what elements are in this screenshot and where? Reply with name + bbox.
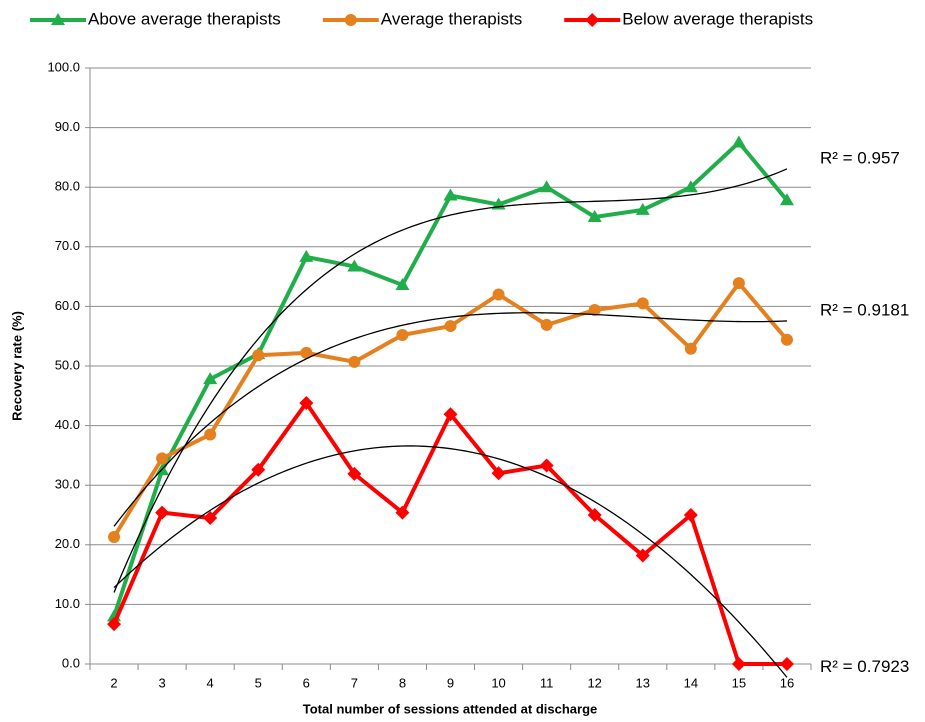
marker [587, 210, 602, 222]
marker [539, 458, 554, 473]
marker [51, 13, 65, 25]
y-tick-label: 20.0 [55, 536, 80, 551]
marker [636, 297, 649, 310]
marker [587, 508, 602, 522]
marker [347, 259, 362, 272]
legend-text: Above average therapists [88, 9, 281, 28]
r-squared-label: R² = 0.7923 [820, 657, 909, 676]
marker [732, 277, 745, 290]
marker [444, 320, 457, 333]
legend-text: Below average therapists [622, 9, 813, 28]
y-tick-label: 90.0 [55, 119, 80, 134]
trendline [113, 445, 788, 678]
x-tick-label: 10 [491, 675, 505, 690]
y-tick-label: 100.0 [47, 59, 80, 74]
y-tick-label: 80.0 [55, 179, 80, 194]
x-tick-label: 2 [110, 675, 117, 690]
trendline [113, 312, 787, 527]
y-tick-label: 0.0 [62, 655, 80, 670]
x-tick-label: 14 [684, 675, 698, 690]
y-tick-label: 70.0 [55, 238, 80, 253]
marker [299, 249, 314, 262]
r-squared-label: R² = 0.957 [820, 148, 900, 167]
y-tick-label: 40.0 [55, 417, 80, 432]
marker [300, 346, 313, 359]
marker [347, 466, 362, 481]
marker [635, 548, 650, 563]
marker [344, 14, 357, 26]
x-tick-label: 5 [255, 675, 262, 690]
marker [395, 277, 410, 290]
x-tick-label: 7 [351, 675, 358, 690]
marker [203, 510, 218, 525]
marker [491, 466, 506, 481]
x-tick-label: 15 [732, 675, 746, 690]
x-tick-label: 11 [540, 675, 554, 690]
marker [540, 318, 553, 331]
marker [395, 505, 410, 520]
y-axis-title: Recovery rate (%) [9, 311, 24, 421]
marker [635, 202, 650, 215]
r-squared-label: R² = 0.9181 [820, 300, 909, 319]
marker [443, 407, 458, 422]
marker [443, 188, 458, 201]
marker [251, 462, 266, 477]
marker [348, 355, 361, 368]
marker [396, 329, 409, 342]
marker [731, 135, 746, 148]
x-tick-label: 16 [780, 675, 794, 690]
marker [588, 303, 601, 316]
marker [156, 452, 169, 465]
marker [203, 372, 218, 385]
y-tick-label: 10.0 [55, 596, 80, 611]
x-tick-label: 4 [207, 675, 214, 690]
x-tick-label: 8 [399, 675, 406, 690]
marker [683, 180, 698, 193]
y-tick-label: 50.0 [55, 357, 80, 372]
x-tick-label: 3 [158, 675, 165, 690]
x-tick-label: 9 [447, 675, 454, 690]
marker [492, 288, 505, 301]
marker [779, 657, 794, 671]
x-axis-title: Total number of sessions attended at dis… [303, 701, 598, 716]
marker [585, 13, 600, 27]
series-line [112, 400, 787, 666]
marker [539, 180, 554, 193]
legend-text: Average therapists [381, 9, 522, 28]
x-tick-label: 13 [636, 675, 650, 690]
x-tick-label: 12 [587, 675, 601, 690]
marker [108, 531, 121, 544]
y-tick-label: 30.0 [55, 477, 80, 492]
marker [683, 508, 698, 522]
y-tick-label: 60.0 [55, 298, 80, 313]
marker [204, 428, 217, 441]
x-tick-label: 6 [303, 675, 310, 690]
marker [780, 333, 793, 346]
marker [731, 657, 746, 671]
marker [299, 395, 314, 410]
marker [252, 349, 265, 362]
marker [155, 505, 170, 520]
trendline [113, 168, 788, 593]
marker [684, 342, 697, 355]
marker [779, 193, 794, 206]
marker [107, 617, 122, 632]
